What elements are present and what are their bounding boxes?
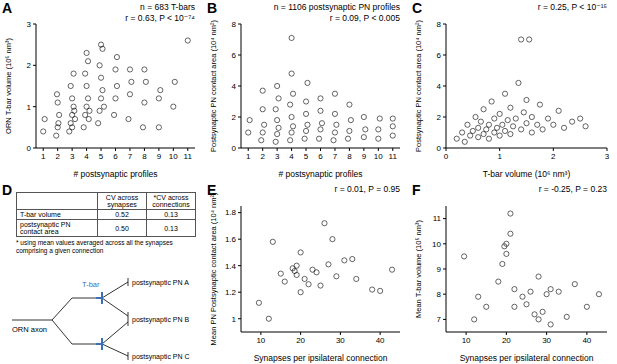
svg-text:6: 6 (437, 51, 442, 60)
html-text:A: A (2, 0, 13, 16)
html-text:E: E (207, 182, 217, 198)
html-text:r = 0.25, P < 10⁻¹⁵: r = 0.25, P < 10⁻¹⁵ (537, 2, 607, 12)
svg-text:8: 8 (347, 152, 352, 161)
svg-text:4: 4 (437, 82, 442, 91)
svg-text:1: 1 (232, 315, 237, 324)
svg-text:0: 0 (232, 144, 237, 153)
svg-text:2: 2 (55, 152, 60, 161)
svg-text:30: 30 (336, 336, 345, 345)
svg-text:1: 1 (497, 152, 502, 161)
svg-text:3: 3 (70, 152, 75, 161)
svg-text:3: 3 (275, 152, 280, 161)
svg-text:8: 8 (437, 290, 442, 299)
svg-text:ORN axon: ORN axon (12, 325, 47, 334)
svg-text:8: 8 (232, 20, 237, 29)
svg-text:40: 40 (582, 336, 591, 345)
svg-text:7: 7 (437, 315, 442, 324)
svg-text:7: 7 (333, 152, 338, 161)
svg-text:20: 20 (502, 336, 511, 345)
svg-text:10: 10 (256, 336, 265, 345)
html-text:n = 1106 postsynaptic PN profi: n = 1106 postsynaptic PN profiles (273, 2, 400, 12)
svg-text:2: 2 (260, 152, 265, 161)
svg-text:6: 6 (113, 152, 118, 161)
svg-text:9: 9 (437, 265, 442, 274)
svg-text:2: 2 (232, 113, 237, 122)
svg-text:30: 30 (542, 336, 551, 345)
svg-text:2: 2 (551, 152, 556, 161)
svg-text:11: 11 (389, 152, 398, 161)
svg-text:# postsynaptic profiles: # postsynaptic profiles (278, 169, 362, 179)
html-text:r = 0.01, P = 0.95: r = 0.01, P = 0.95 (334, 184, 400, 194)
svg-text:postsynaptic PN A: postsynaptic PN A (132, 279, 189, 287)
html-text:0.13: 0.13 (164, 224, 178, 232)
html-text:postsynaptic PN contact area: postsynaptic PN contact area (20, 221, 71, 235)
html-text:r = -0.25, P = 0.23: r = -0.25, P = 0.23 (538, 184, 607, 194)
html-text:CV across synapses: CV across synapses (105, 194, 139, 208)
svg-text:1.2: 1.2 (225, 288, 237, 297)
html-text:Postsynaptic PN contact area (: Postsynaptic PN contact area (10⁴ nm²) (413, 20, 423, 152)
svg-text:4: 4 (289, 152, 294, 161)
svg-text:postsynaptic PN C: postsynaptic PN C (132, 353, 190, 361)
html-text:Mean T-bar volume (10⁵ nm³): Mean T-bar volume (10⁵ nm³) (413, 220, 423, 318)
svg-text:# postsynaptic profiles: # postsynaptic profiles (73, 169, 157, 179)
svg-text:1.4: 1.4 (225, 262, 237, 271)
html-text:ORN T-bar volume (10⁶ nm³): ORN T-bar volume (10⁶ nm³) (3, 38, 13, 134)
html-text:B: B (207, 0, 218, 16)
svg-text:8: 8 (142, 152, 147, 161)
html-text:0.50: 0.50 (115, 224, 129, 232)
svg-text:T-bar: T-bar (82, 280, 100, 289)
svg-text:3: 3 (605, 152, 610, 161)
svg-text:6: 6 (318, 152, 323, 161)
svg-text:6: 6 (232, 51, 237, 60)
svg-text:10: 10 (169, 152, 178, 161)
svg-text:1.6: 1.6 (225, 235, 237, 244)
svg-text:1.8: 1.8 (225, 208, 237, 217)
html-text:T-bar volume: T-bar volume (20, 211, 61, 218)
html-text:Postsynaptic PN contact area (: Postsynaptic PN contact area (10⁴ nm²) (208, 20, 218, 152)
svg-text:10: 10 (462, 336, 471, 345)
svg-text:3: 3 (27, 20, 32, 29)
svg-text:10: 10 (374, 152, 383, 161)
svg-text:postsynaptic PN B: postsynaptic PN B (132, 316, 190, 324)
svg-text:2: 2 (437, 113, 442, 122)
html-text:r = 0.63, P < 10⁻⁷⁴: r = 0.63, P < 10⁻⁷⁴ (125, 13, 195, 23)
svg-text:1: 1 (246, 152, 251, 161)
svg-text:4: 4 (232, 82, 237, 91)
svg-text:5: 5 (304, 152, 309, 161)
svg-text:8: 8 (437, 20, 442, 29)
html-text:F: F (412, 182, 421, 198)
svg-text:5: 5 (99, 152, 104, 161)
svg-text:40: 40 (376, 336, 385, 345)
svg-text:4: 4 (84, 152, 89, 161)
svg-text:10: 10 (432, 240, 441, 249)
svg-text:7: 7 (128, 152, 133, 161)
svg-text:11: 11 (433, 214, 442, 223)
svg-text:9: 9 (157, 152, 162, 161)
html-text:0.13: 0.13 (164, 211, 178, 218)
svg-text:Synapses per ipsilateral conne: Synapses per ipsilateral connection (460, 353, 594, 363)
svg-text:20: 20 (296, 336, 305, 345)
svg-text:1: 1 (27, 103, 32, 112)
svg-text:Synapses per ipsilateral conne: Synapses per ipsilateral connection (254, 353, 388, 363)
svg-text:11: 11 (184, 152, 193, 161)
html-text:n = 683 T-bars: n = 683 T-bars (140, 2, 195, 12)
svg-text:2: 2 (27, 61, 32, 70)
svg-text:1: 1 (41, 152, 46, 161)
svg-text:0: 0 (27, 144, 32, 153)
html-text:*CV across connections: *CV across connections (152, 194, 190, 208)
svg-text:0: 0 (444, 152, 449, 161)
html-text:0.52: 0.52 (115, 211, 129, 218)
html-text:C: C (412, 0, 423, 16)
html-text:D: D (2, 182, 13, 198)
svg-text:9: 9 (362, 152, 367, 161)
html-text:r = 0.09, P < 0.005: r = 0.09, P < 0.005 (329, 13, 400, 23)
html-text:Mean PN Postsynaptic contact a: Mean PN Postsynaptic contact area (10⁴ n… (208, 192, 218, 346)
svg-text:0: 0 (437, 144, 442, 153)
svg-text:T-bar volume (10⁶ nm³): T-bar volume (10⁶ nm³) (483, 169, 571, 179)
html-text:* using mean values averaged a: * using mean values averaged across all … (16, 239, 173, 254)
